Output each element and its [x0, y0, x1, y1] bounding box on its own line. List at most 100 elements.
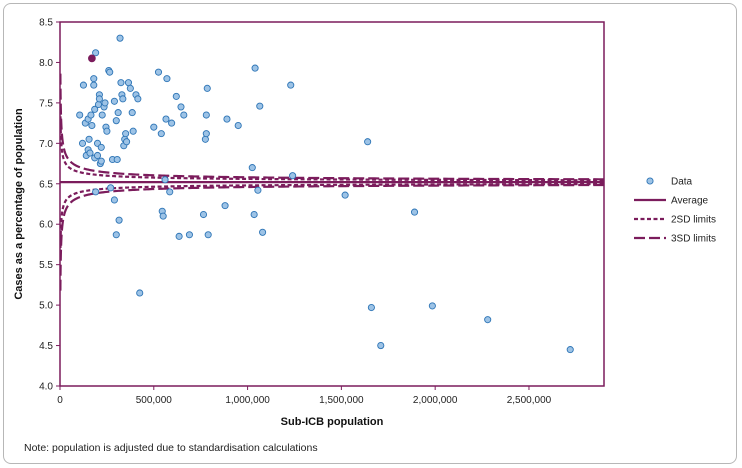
- data-point: [112, 117, 120, 125]
- data-point: [168, 119, 176, 127]
- x-tick-label: 500,000: [136, 395, 173, 406]
- y-tick-label: 8.0: [39, 58, 53, 69]
- data-point: [254, 186, 262, 194]
- data-point: [90, 81, 98, 89]
- data-point: [484, 316, 492, 324]
- data-point: [103, 127, 111, 135]
- data-point: [202, 111, 210, 119]
- data-point: [428, 302, 436, 310]
- data-point: [566, 346, 574, 354]
- x-tick-label: 2,000,000: [413, 395, 458, 406]
- data-point: [410, 208, 419, 216]
- lower-2sd-limit: [60, 182, 604, 255]
- data-point: [87, 111, 95, 119]
- data-point: [85, 135, 93, 143]
- data-point: [122, 130, 130, 138]
- plot-area-border: [59, 21, 605, 387]
- data-point: [136, 289, 144, 297]
- data-point: [204, 231, 212, 239]
- data-point: [79, 81, 87, 89]
- data-point: [289, 172, 297, 180]
- data-point: [180, 111, 188, 119]
- data-point: [98, 111, 106, 119]
- y-tick-label: 4.0: [39, 382, 53, 393]
- data-point: [364, 138, 372, 146]
- data-point: [116, 34, 124, 42]
- data-point: [223, 115, 231, 123]
- y-tick-label: 5.0: [39, 301, 53, 312]
- data-point: [78, 139, 87, 147]
- data-point: [250, 210, 258, 219]
- y-tick-label: 4.5: [39, 341, 53, 352]
- footnote: Note: population is adjusted due to stan…: [24, 442, 318, 454]
- highlighted-data-point: [88, 54, 96, 63]
- data-point: [113, 155, 121, 164]
- data-point: [110, 97, 118, 105]
- data-point: [92, 188, 100, 196]
- data-point: [110, 196, 118, 204]
- data-point: [161, 176, 169, 184]
- y-tick-label: 6.5: [39, 179, 53, 190]
- data-point: [259, 228, 267, 236]
- legend-data-marker: [646, 177, 654, 185]
- data-point: [367, 303, 375, 312]
- data-point: [177, 103, 185, 111]
- data-point: [88, 121, 96, 130]
- data-point: [95, 95, 103, 103]
- x-tick-label: 2,500,000: [507, 395, 552, 406]
- data-point: [101, 99, 109, 107]
- data-point: [248, 164, 256, 172]
- data-points: [76, 34, 574, 354]
- lower-3sd-limit: [60, 183, 604, 291]
- data-point: [157, 130, 165, 138]
- x-tick-label: 1,500,000: [319, 395, 364, 406]
- chart-frame: [3, 3, 737, 464]
- y-tick-label: 5.5: [39, 260, 53, 271]
- upper-3sd-limit: [60, 73, 604, 181]
- data-point: [163, 75, 171, 83]
- data-point: [93, 151, 102, 160]
- data-point: [114, 109, 122, 117]
- x-axis-ticks: 0 500,000 1,000,000 1,500,000 2,000,000 2,500…: [57, 386, 552, 406]
- data-point: [234, 121, 242, 130]
- y-axis-title: Cases as a percentage of population: [13, 108, 25, 300]
- control-limits: [60, 73, 604, 291]
- data-point: [154, 68, 163, 76]
- data-point: [175, 232, 183, 240]
- legend-label: 3SD limits: [671, 234, 716, 245]
- data-point: [115, 216, 123, 224]
- data-point: [129, 127, 137, 135]
- data-point: [203, 84, 211, 92]
- y-tick-label: 8.5: [39, 18, 53, 29]
- y-tick-label: 6.0: [39, 220, 53, 231]
- data-point: [76, 111, 84, 119]
- data-point: [377, 342, 385, 350]
- data-point: [92, 49, 100, 57]
- data-point: [287, 81, 295, 89]
- x-tick-label: 0: [57, 395, 63, 406]
- data-point: [90, 75, 98, 83]
- data-point: [251, 64, 259, 72]
- legend: Data Average 2SD limits 3SD limits: [634, 177, 716, 245]
- data-point: [256, 102, 264, 110]
- data-point: [128, 109, 136, 117]
- data-point: [86, 149, 94, 157]
- data-point: [117, 79, 125, 87]
- upper-2sd-limit: [60, 109, 604, 182]
- data-point: [123, 138, 131, 146]
- data-point: [172, 92, 180, 100]
- data-point: [185, 231, 193, 239]
- data-point: [106, 68, 114, 76]
- data-point: [341, 191, 349, 199]
- data-point: [112, 231, 120, 239]
- x-tick-label: 1,000,000: [225, 395, 270, 406]
- y-tick-label: 7.5: [39, 98, 53, 109]
- data-point: [199, 210, 208, 219]
- data-point: [159, 212, 167, 220]
- data-point: [97, 157, 105, 165]
- legend-label: Average: [671, 196, 709, 207]
- x-axis-title: Sub-ICB population: [281, 416, 384, 428]
- data-point: [202, 130, 210, 138]
- y-axis-ticks: 4.0 4.5 5.0 5.5 6.0 6.5 7.0 7.5 8.0 8.5: [39, 18, 60, 393]
